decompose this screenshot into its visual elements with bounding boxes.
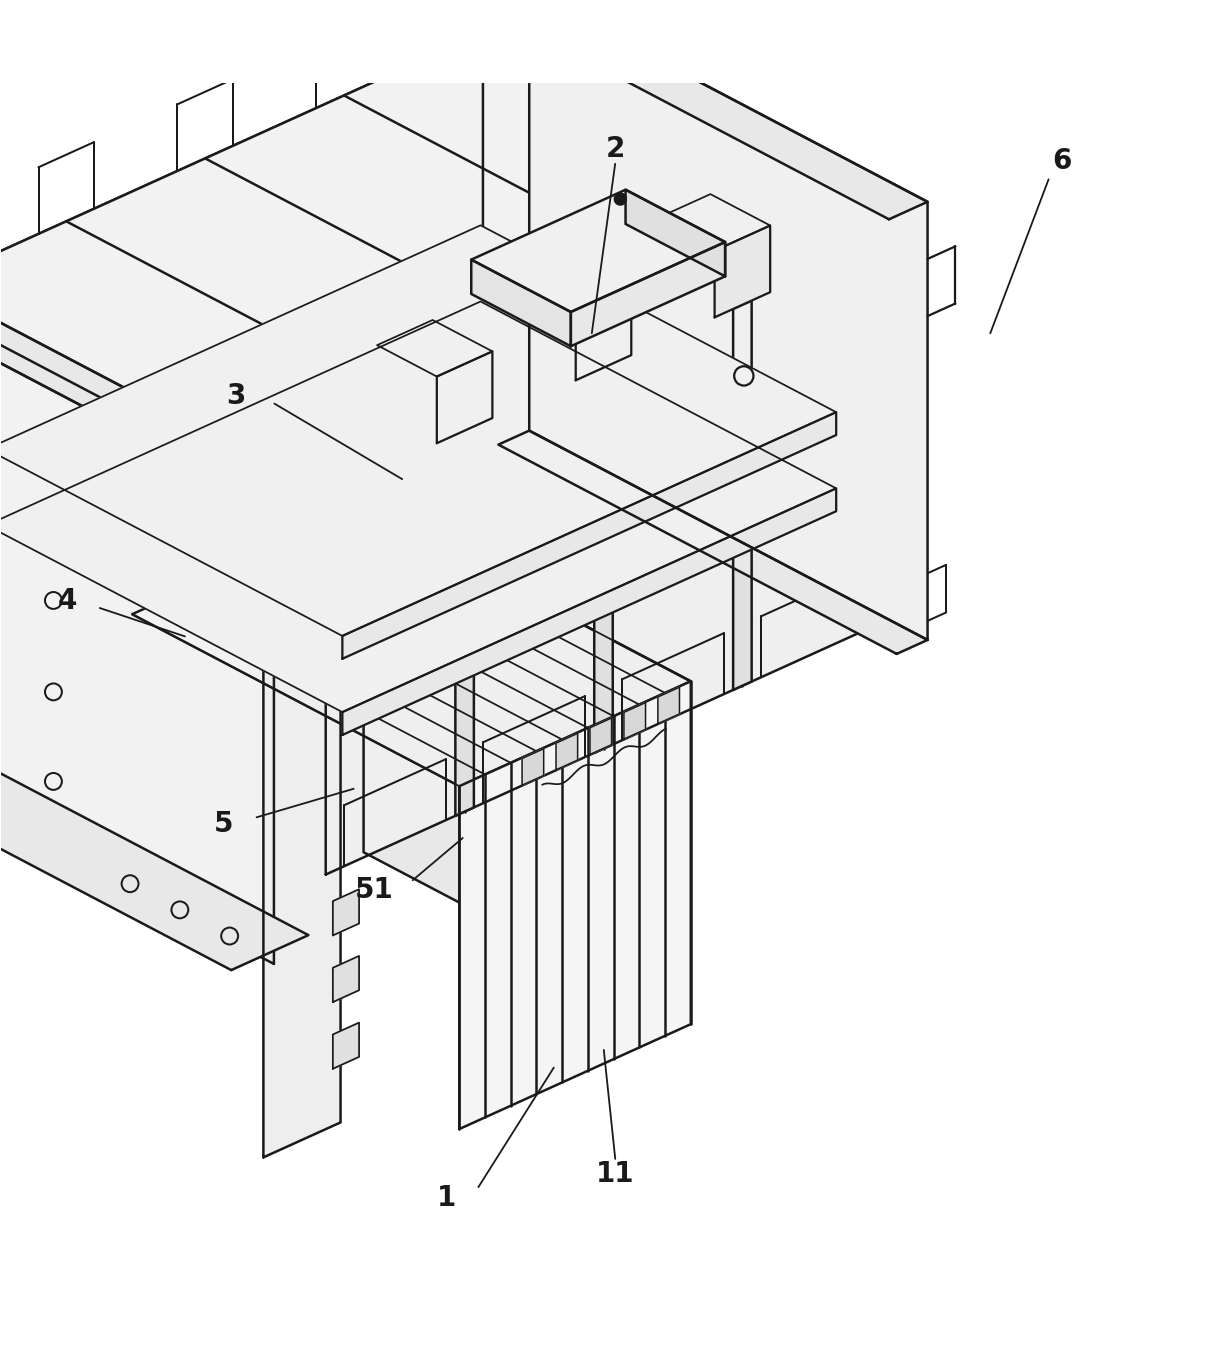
Polygon shape: [515, 256, 631, 314]
Polygon shape: [0, 284, 326, 875]
Polygon shape: [655, 195, 770, 251]
Polygon shape: [625, 189, 725, 277]
Text: 11: 11: [596, 1160, 635, 1187]
Polygon shape: [523, 749, 543, 786]
Text: 1: 1: [437, 1185, 456, 1212]
Polygon shape: [483, 33, 881, 622]
Polygon shape: [333, 1023, 358, 1069]
Polygon shape: [556, 733, 578, 771]
Polygon shape: [214, 506, 340, 566]
Text: 3: 3: [226, 383, 245, 410]
Polygon shape: [0, 755, 309, 971]
Polygon shape: [471, 189, 725, 313]
Polygon shape: [455, 426, 474, 816]
Text: 6: 6: [1053, 147, 1072, 175]
Polygon shape: [0, 276, 274, 964]
Polygon shape: [0, 267, 292, 507]
Text: 4: 4: [57, 587, 77, 616]
Polygon shape: [343, 413, 836, 659]
Polygon shape: [590, 718, 612, 754]
Polygon shape: [333, 956, 358, 1002]
Polygon shape: [529, 0, 927, 640]
Polygon shape: [343, 488, 836, 735]
Text: 51: 51: [355, 876, 393, 905]
Polygon shape: [0, 302, 836, 712]
Polygon shape: [0, 33, 881, 494]
Polygon shape: [333, 890, 358, 935]
Text: 5: 5: [214, 810, 233, 838]
Polygon shape: [658, 687, 680, 724]
Polygon shape: [571, 243, 725, 347]
Polygon shape: [733, 300, 752, 690]
Polygon shape: [715, 225, 770, 317]
Polygon shape: [377, 319, 492, 377]
Polygon shape: [594, 363, 613, 753]
Polygon shape: [326, 241, 881, 875]
Polygon shape: [498, 430, 927, 654]
Text: 2: 2: [606, 134, 625, 163]
Circle shape: [614, 193, 626, 206]
Polygon shape: [471, 259, 571, 347]
Polygon shape: [576, 288, 631, 380]
Polygon shape: [0, 225, 836, 636]
Polygon shape: [437, 351, 492, 443]
Polygon shape: [624, 702, 646, 739]
Polygon shape: [263, 532, 340, 1157]
Polygon shape: [460, 681, 690, 1130]
Polygon shape: [132, 510, 690, 786]
Polygon shape: [0, 33, 483, 665]
Polygon shape: [491, 0, 927, 219]
Polygon shape: [363, 510, 690, 1024]
